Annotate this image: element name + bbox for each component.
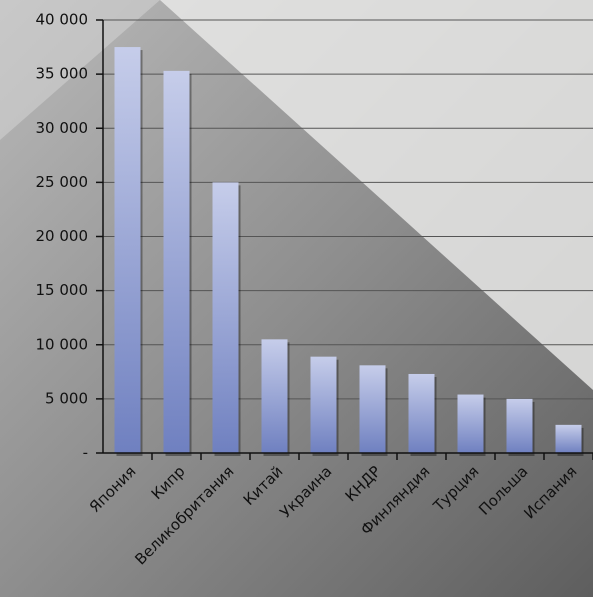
bar bbox=[114, 47, 141, 453]
y-tick-label: 30 000 bbox=[36, 119, 89, 137]
bar bbox=[163, 70, 190, 453]
bar bbox=[212, 182, 239, 453]
bar bbox=[359, 365, 386, 453]
y-tick-label: 20 000 bbox=[36, 227, 89, 245]
bar bbox=[506, 398, 533, 453]
bar bbox=[310, 356, 337, 453]
y-tick-label: 25 000 bbox=[36, 173, 89, 191]
bar bbox=[555, 424, 582, 453]
background-light bbox=[160, 0, 593, 390]
y-tick-label: 40 000 bbox=[36, 11, 89, 29]
bar bbox=[261, 339, 288, 453]
bar bbox=[408, 373, 435, 453]
y-tick-label: 15 000 bbox=[36, 281, 89, 299]
background-light bbox=[0, 0, 160, 140]
y-tick-label: - bbox=[83, 444, 88, 462]
bar bbox=[457, 394, 484, 453]
y-tick-label: 5 000 bbox=[45, 389, 88, 407]
y-tick-label: 35 000 bbox=[36, 65, 89, 83]
y-tick-label: 10 000 bbox=[36, 335, 89, 353]
